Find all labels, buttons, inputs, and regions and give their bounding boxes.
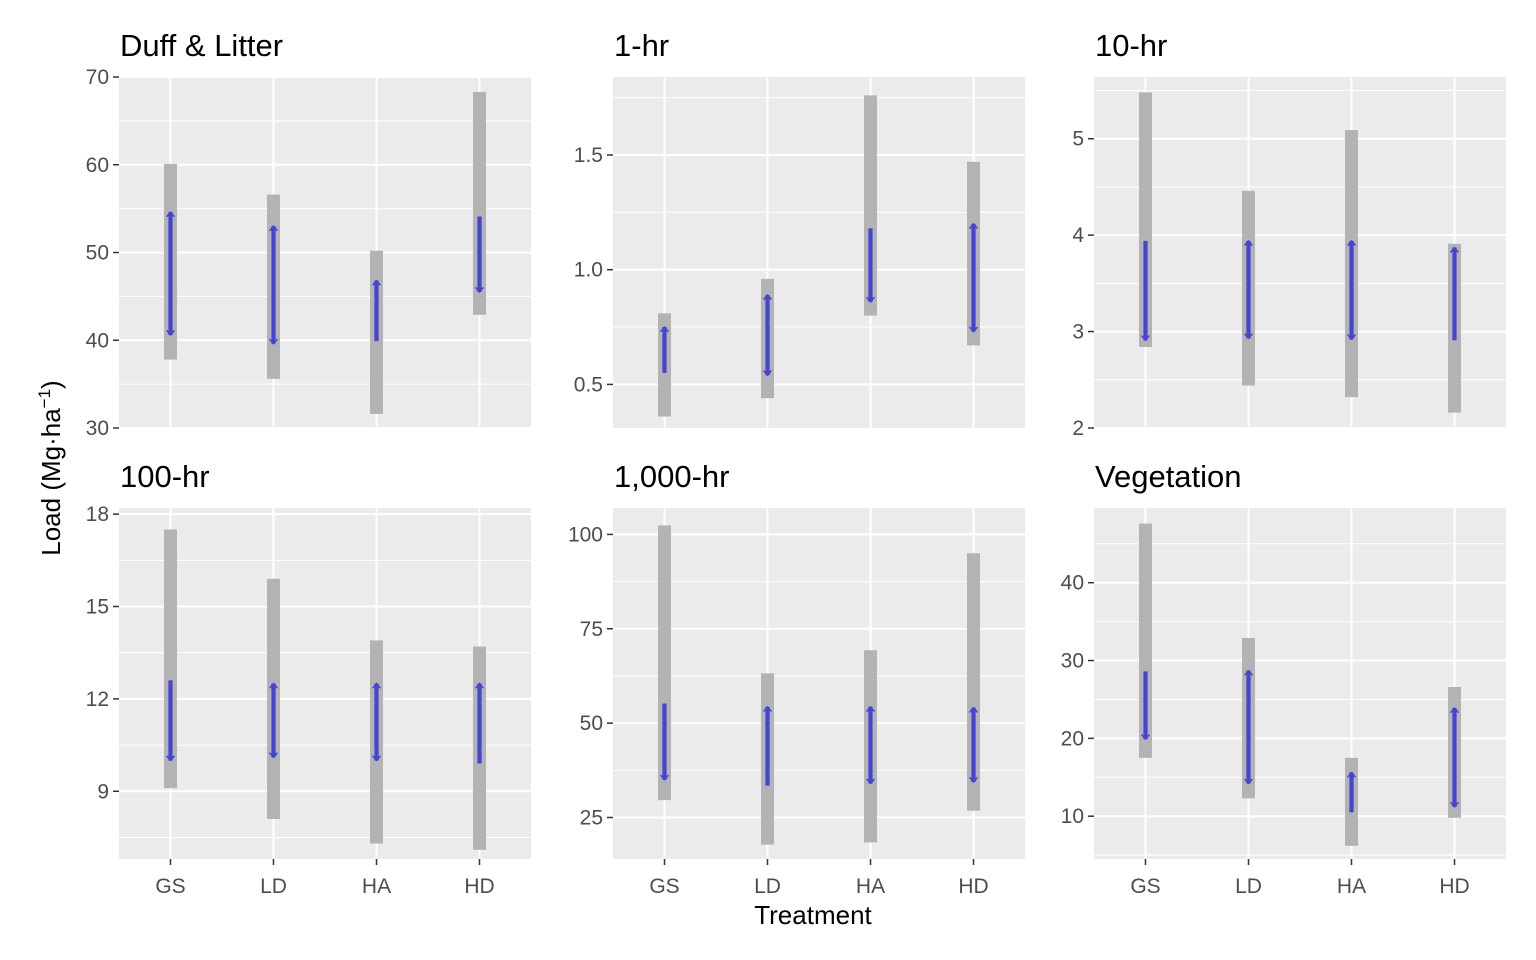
x-tick-label: LD: [754, 875, 781, 898]
y-tick-label: 40: [1061, 572, 1084, 595]
y-tick-label: 3: [1072, 321, 1084, 344]
panel-title: Vegetation: [1095, 459, 1242, 494]
panel-background: [119, 508, 531, 859]
x-tick-label: HD: [1439, 875, 1469, 898]
range-bar-gs: [1139, 92, 1152, 347]
x-tick-label: LD: [260, 875, 287, 898]
x-tick-label: HD: [464, 875, 494, 898]
y-tick-label: 4: [1072, 224, 1084, 247]
y-tick-label: 50: [580, 712, 603, 735]
y-tick-label: 5: [1072, 128, 1084, 151]
x-tick-label: GS: [649, 875, 679, 898]
y-tick-label: 0.5: [574, 373, 603, 396]
y-tick-label: 50: [86, 242, 109, 265]
panel-4: 9 12 15 18 GS LD HA HD 100-hr: [86, 459, 531, 898]
y-tick-label: 9: [97, 780, 109, 803]
y-tick-label: 15: [86, 596, 109, 619]
range-bar-ha: [864, 95, 877, 316]
y-tick-label: 30: [86, 417, 109, 440]
y-axis-title: Load (Mg·ha−1): [35, 380, 66, 555]
y-tick-label: 12: [86, 688, 109, 711]
x-tick-label: GS: [155, 875, 185, 898]
x-tick-label: GS: [1130, 875, 1160, 898]
x-tick-label: HA: [362, 875, 391, 898]
y-tick-label: 100: [568, 523, 603, 546]
panel-background: [613, 508, 1025, 859]
y-axis-title-superscript: −1: [35, 389, 54, 408]
panel-title: 1-hr: [614, 28, 669, 63]
x-tick-label: HA: [1337, 875, 1366, 898]
x-tick-label: HA: [856, 875, 885, 898]
panel-title: 10-hr: [1095, 28, 1167, 63]
y-tick-label: 40: [86, 329, 109, 352]
panel-3: 2 3 4 5 10-hr: [1072, 28, 1506, 440]
y-tick-label: 25: [580, 806, 603, 829]
panel-background: [613, 77, 1025, 428]
y-tick-label: 1.0: [574, 259, 603, 282]
range-bar-gs: [164, 529, 177, 789]
y-tick-label: 10: [1061, 805, 1084, 828]
x-tick-label: HD: [958, 875, 988, 898]
panels-group: 30 40 50 60 70 Duff & Litter 0.5 1.0 1.5 1-hr 2 3 4 5…: [86, 28, 1506, 898]
panel-1: 30 40 50 60 70 Duff & Litter: [86, 28, 531, 440]
panel-2: 0.5 1.0 1.5 1-hr: [574, 28, 1025, 428]
y-tick-label: 60: [86, 154, 109, 177]
y-tick-label: 75: [580, 618, 603, 641]
x-axis-title: Treatment: [754, 900, 872, 930]
range-bar-gs: [658, 525, 671, 801]
y-tick-label: 2: [1072, 417, 1084, 440]
panel-background: [1094, 508, 1506, 859]
y-tick-label: 20: [1061, 727, 1084, 750]
y-tick-label: 70: [86, 66, 109, 89]
y-axis-title-suffix: ): [36, 380, 66, 389]
range-bar-gs: [1139, 523, 1152, 758]
y-tick-label: 18: [86, 503, 109, 526]
range-bar-hd: [473, 91, 486, 315]
x-tick-label: LD: [1235, 875, 1262, 898]
panel-title: 100-hr: [120, 459, 210, 494]
panel-title: 1,000-hr: [614, 459, 729, 494]
y-tick-label: 1.5: [574, 144, 603, 167]
panel-title: Duff & Litter: [120, 28, 283, 63]
y-tick-label: 30: [1061, 650, 1084, 673]
panel-5: 25 50 75 100 GS LD HA HD 1,000-hr: [568, 459, 1025, 898]
panel-background: [1094, 77, 1506, 428]
panel-6: 10 20 30 40 GS LD HA HD Vegetation: [1061, 459, 1506, 898]
